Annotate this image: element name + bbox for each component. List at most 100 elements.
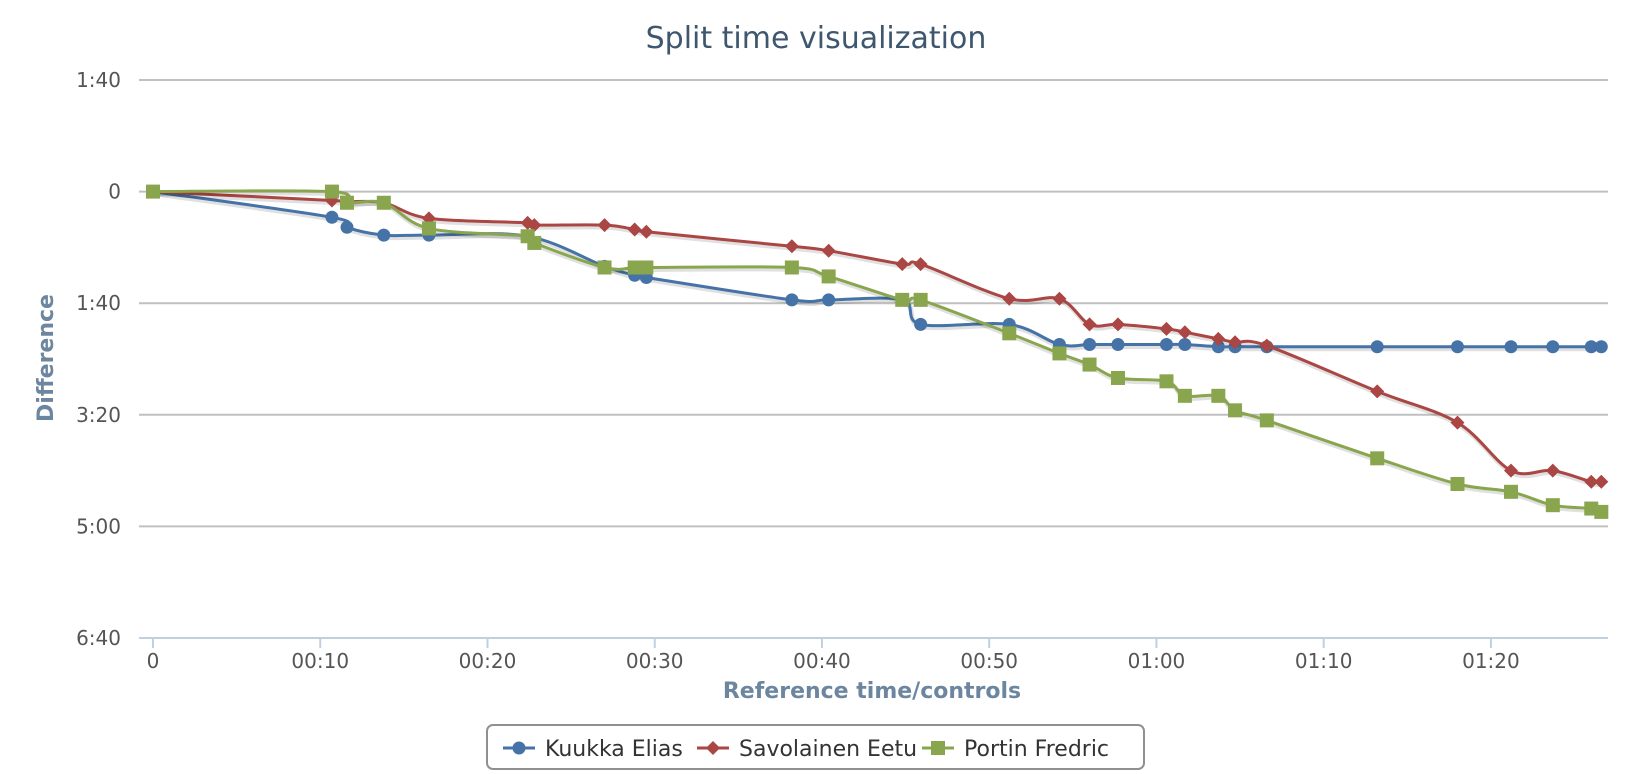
legend-marker-2 <box>931 741 945 755</box>
legend-item-1[interactable]: Savolainen Eetu <box>697 737 917 762</box>
series-1-point-9[interactable] <box>639 224 654 239</box>
series-2-point-28[interactable] <box>1594 504 1609 519</box>
x-tick-label-6: 01:00 <box>1128 649 1186 673</box>
series-2-point-18[interactable] <box>1159 374 1174 389</box>
series-2-point-23[interactable] <box>1370 451 1385 466</box>
series-1-point-17[interactable] <box>1110 317 1125 332</box>
series-2-point-19[interactable] <box>1177 388 1192 403</box>
series-0-point-23[interactable] <box>1450 340 1464 354</box>
series-1-point-26[interactable] <box>1545 463 1560 478</box>
series-0-point-3[interactable] <box>377 228 391 242</box>
series-2-point-7[interactable] <box>597 260 612 275</box>
series-2 <box>146 184 1609 519</box>
series-1-point-15[interactable] <box>1052 291 1067 306</box>
series-1-point-6[interactable] <box>527 218 542 233</box>
series-2-point-26[interactable] <box>1545 498 1560 513</box>
series-0 <box>146 185 1608 354</box>
x-tick-label-5: 00:50 <box>960 649 1018 673</box>
legend[interactable]: Kuukka Elias Savolainen Eetu Portin Fredri… <box>486 724 1145 770</box>
y-tick-label-4: 5:00 <box>76 514 121 538</box>
x-tick-label-2: 00:20 <box>459 649 517 673</box>
series-1-point-22[interactable] <box>1259 338 1274 353</box>
y-tick-label-2: 1:40 <box>76 291 121 315</box>
x-tick-label-0: 0 <box>147 649 160 673</box>
series-1-line <box>152 190 1602 485</box>
series-0-point-16[interactable] <box>1111 337 1125 351</box>
series-2-point-24[interactable] <box>1450 476 1465 491</box>
series-1-point-24[interactable] <box>1450 415 1465 430</box>
series-1-point-23[interactable] <box>1370 384 1385 399</box>
series-0-point-9[interactable] <box>785 293 799 307</box>
series-2-point-12[interactable] <box>895 292 910 307</box>
legend-item-0[interactable]: Kuukka Elias <box>503 737 683 762</box>
series-2-point-11[interactable] <box>821 269 836 284</box>
series-0-point-19[interactable] <box>1211 340 1225 354</box>
series-2-point-22[interactable] <box>1259 413 1274 428</box>
legend-box <box>486 724 1145 770</box>
series-2-point-21[interactable] <box>1228 403 1243 418</box>
series-2-point-25[interactable] <box>1504 484 1518 499</box>
series-2-point-13[interactable] <box>913 292 928 307</box>
series-0-point-10[interactable] <box>822 293 836 307</box>
series-1-point-14[interactable] <box>1002 291 1017 306</box>
series-1-point-20[interactable] <box>1211 331 1226 346</box>
series-2-point-3[interactable] <box>376 195 391 210</box>
x-tick-label-8: 01:20 <box>1462 649 1520 673</box>
legend-marker-1 <box>706 741 720 755</box>
legend-label-1: Savolainen Eetu <box>739 737 917 762</box>
series-1-point-21[interactable] <box>1228 335 1243 350</box>
series-0-shadow <box>153 191 1603 352</box>
series-0-point-2[interactable] <box>340 220 354 234</box>
series-1-point-27[interactable] <box>1584 474 1599 489</box>
series-0-point-26[interactable] <box>1584 340 1598 354</box>
series-2-point-2[interactable] <box>340 195 354 210</box>
series-1-point-10[interactable] <box>784 239 799 254</box>
x-axis-ticks: 0 00:10 00:20 00:30 00:40 00:50 01:00 01:10 01:2… <box>147 638 1520 673</box>
series-2-point-9[interactable] <box>639 260 654 275</box>
series-0-point-15[interactable] <box>1083 337 1097 351</box>
series-1-point-25[interactable] <box>1504 463 1518 478</box>
series-2-point-1[interactable] <box>324 184 339 199</box>
series-2-point-20[interactable] <box>1211 388 1226 403</box>
series-0-line <box>152 190 1602 349</box>
series-0-point-17[interactable] <box>1159 337 1173 351</box>
series-2-point-17[interactable] <box>1110 370 1125 385</box>
series-0-point-18[interactable] <box>1178 337 1192 351</box>
grid-lines <box>139 79 1608 528</box>
legend-item-2[interactable]: Portin Fredric <box>922 737 1109 762</box>
series-1-point-18[interactable] <box>1159 321 1174 336</box>
series-1-point-11[interactable] <box>821 243 836 258</box>
x-axis-title: Reference time/controls <box>723 679 1021 704</box>
series-0-point-22[interactable] <box>1370 340 1384 354</box>
legend-label-2: Portin Fredric <box>964 737 1109 762</box>
y-axis-ticks: 1:40 0 1:40 3:20 5:00 6:40 <box>76 68 121 650</box>
y-axis-title: Difference <box>34 294 59 422</box>
series-1-point-16[interactable] <box>1082 317 1097 332</box>
series-2-point-8[interactable] <box>627 260 642 275</box>
series-2-point-15[interactable] <box>1052 346 1067 361</box>
series-0-point-12[interactable] <box>914 317 928 331</box>
legend-marker-0 <box>512 741 526 755</box>
series-1-point-28[interactable] <box>1594 474 1609 489</box>
series-2-shadow <box>153 190 1604 517</box>
series-2-point-14[interactable] <box>1002 326 1017 341</box>
series-1 <box>146 184 1609 489</box>
series-2-point-0[interactable] <box>146 184 160 199</box>
series-1-point-12[interactable] <box>895 257 910 272</box>
series-1-point-19[interactable] <box>1177 325 1192 340</box>
series-0-point-24[interactable] <box>1504 340 1518 354</box>
series-0-point-25[interactable] <box>1546 340 1560 354</box>
series-2-point-4[interactable] <box>421 221 436 236</box>
series-2-point-6[interactable] <box>527 235 542 250</box>
y-tick-label-5: 6:40 <box>76 626 121 650</box>
series-2-point-16[interactable] <box>1082 357 1097 372</box>
series-0-point-1[interactable] <box>325 210 339 224</box>
series-1-point-13[interactable] <box>913 257 928 272</box>
series-1-point-7[interactable] <box>597 218 612 233</box>
series-2-point-10[interactable] <box>784 260 799 275</box>
x-tick-label-3: 00:30 <box>626 649 684 673</box>
x-tick-label-7: 01:10 <box>1295 649 1353 673</box>
series-0-point-27[interactable] <box>1594 340 1608 354</box>
series-1-point-8[interactable] <box>627 222 642 237</box>
y-tick-label-1: 0 <box>108 180 121 204</box>
